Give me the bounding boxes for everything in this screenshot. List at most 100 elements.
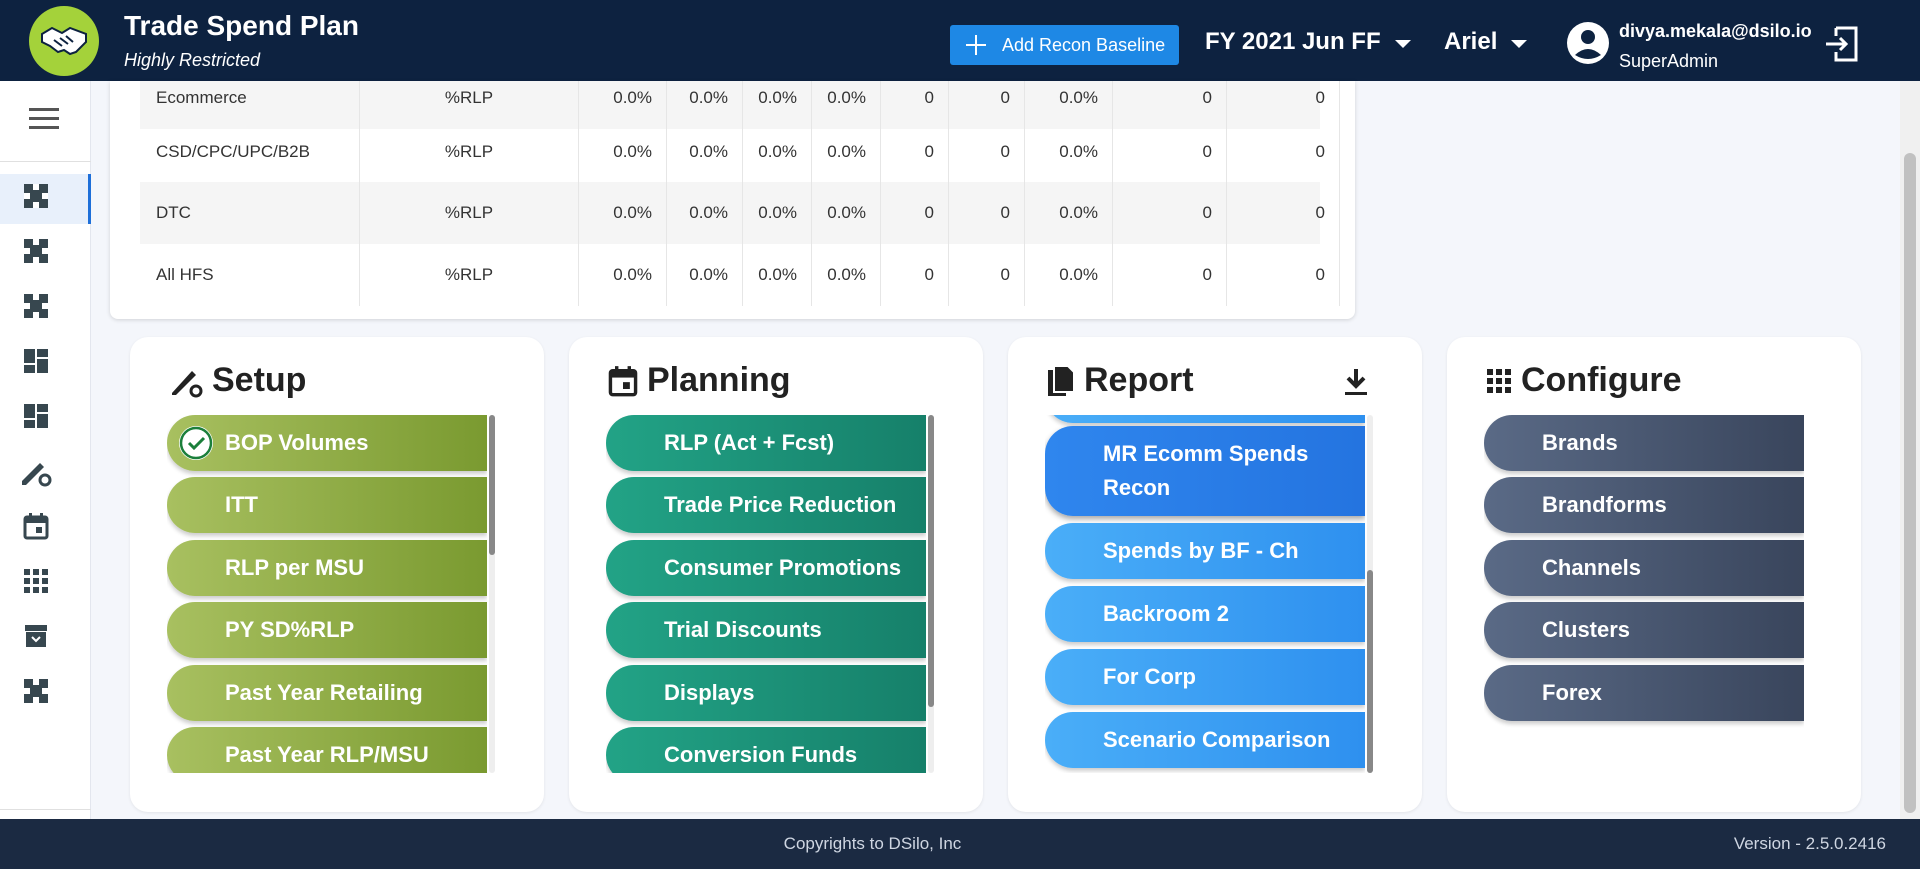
table-cell: 0.0% <box>812 244 881 306</box>
hamburger-menu-icon[interactable] <box>29 108 59 130</box>
handshake-logo-icon <box>29 6 99 76</box>
sidebar-item-layout-1[interactable] <box>20 345 52 377</box>
planning-item-4[interactable]: Displays <box>606 665 926 721</box>
table-cell: 0.0% <box>579 244 667 306</box>
sidebar-item-setup[interactable] <box>20 455 52 487</box>
setup-item-0[interactable]: BOP Volumes <box>167 415 487 471</box>
setup-scroll-thumb[interactable] <box>489 415 495 555</box>
report-item-0[interactable]: MR Ecomm Spends Recon <box>1045 426 1365 516</box>
sidebar-item-configure[interactable] <box>20 565 52 597</box>
planning-scrollbar[interactable] <box>928 415 934 773</box>
row-label: All HFS <box>140 244 360 306</box>
setup-item-label: RLP per MSU <box>225 555 364 580</box>
configure-item-label: Clusters <box>1542 617 1631 642</box>
table-cell: 0 <box>1227 244 1340 306</box>
sidebar-bottom-divider <box>0 809 91 810</box>
setup-title-text: Setup <box>212 361 307 399</box>
user-email: divya.mekala@dsilo.io <box>1619 21 1812 41</box>
setup-scrollbar[interactable] <box>489 415 495 773</box>
report-title-text: Report <box>1084 361 1194 399</box>
calendar-icon <box>608 365 638 396</box>
report-item-4[interactable]: Scenario Comparison <box>1045 712 1365 768</box>
table-cell: 0 <box>1227 121 1340 183</box>
table-row: Ecommerce %RLP 0.0% 0.0% 0.0% 0.0% 0 0 0.0% 0 0 <box>140 81 1340 129</box>
table-cell: 0.0% <box>1025 81 1113 129</box>
report-item-clipped[interactable] <box>1045 415 1365 423</box>
planning-title: Planning <box>607 361 791 400</box>
sidebar-item-dashboard-1[interactable] <box>20 180 52 212</box>
sidebar-item-dashboard-4[interactable] <box>20 675 52 707</box>
puzzle-icon <box>24 679 48 703</box>
configure-item-3[interactable]: Clusters <box>1484 602 1804 658</box>
configure-item-label: Channels <box>1542 555 1642 580</box>
table-cell: 0 <box>1113 182 1227 244</box>
setup-item-label: ITT <box>225 492 258 517</box>
report-item-3[interactable]: For Corp <box>1045 649 1365 705</box>
copyright-text: Copyrights to DSilo, Inc <box>783 834 962 853</box>
table-cell: 0.0% <box>812 121 881 183</box>
table-cell: 0.0% <box>1025 121 1113 183</box>
logout-icon[interactable] <box>1822 24 1862 64</box>
account-circle-icon[interactable] <box>1566 21 1610 65</box>
setup-pen-gear-icon <box>22 463 52 487</box>
report-item-2[interactable]: Backroom 2 <box>1045 586 1365 642</box>
planning-scroll-thumb[interactable] <box>928 415 934 707</box>
chevron-down-icon <box>1394 40 1411 48</box>
sidebar-item-layout-2[interactable] <box>20 400 52 432</box>
puzzle-icon <box>24 184 48 208</box>
table-cell: 0 <box>949 81 1025 129</box>
setup-item-2[interactable]: RLP per MSU <box>167 540 487 596</box>
configure-item-2[interactable]: Channels <box>1484 540 1804 596</box>
table-row: CSD/CPC/UPC/B2B %RLP 0.0% 0.0% 0.0% 0.0% 0 0 0.0… <box>140 121 1340 183</box>
add-recon-baseline-button[interactable]: Add Recon Baseline <box>950 25 1179 65</box>
configure-item-0[interactable]: Brands <box>1484 415 1804 471</box>
user-role: SuperAdmin <box>1619 51 1719 71</box>
sidebar-item-planning[interactable] <box>20 510 52 542</box>
page-scroll-thumb[interactable] <box>1904 153 1916 813</box>
setup-item-1[interactable]: ITT <box>167 477 487 533</box>
configure-title-text: Configure <box>1521 361 1682 399</box>
table-cell: 0.0% <box>743 121 812 183</box>
page-scrollbar[interactable] <box>1900 81 1920 819</box>
table-cell: 0 <box>881 121 949 183</box>
setup-card: Setup BOP Volumes ITT RLP per MSU PY SD%RLP… <box>130 337 544 812</box>
table-cell: 0.0% <box>812 81 881 129</box>
table-cell: 0.0% <box>667 182 743 244</box>
configure-list: Brands Brandforms Channels Clusters Forex <box>1484 415 1804 773</box>
configure-item-1[interactable]: Brandforms <box>1484 477 1804 533</box>
sidebar-item-dashboard-3[interactable] <box>20 290 52 322</box>
setup-item-5[interactable]: Past Year RLP/MSU <box>167 727 487 773</box>
planning-title-text: Planning <box>647 361 791 399</box>
planning-item-5[interactable]: Conversion Funds <box>606 727 926 773</box>
brand-dropdown[interactable]: Ariel <box>1444 28 1528 56</box>
setup-item-4[interactable]: Past Year Retailing <box>167 665 487 721</box>
row-label: CSD/CPC/UPC/B2B <box>140 121 360 183</box>
table-cell: 0.0% <box>667 244 743 306</box>
configure-item-label: Brandforms <box>1542 492 1667 517</box>
planning-item-2[interactable]: Consumer Promotions <box>606 540 926 596</box>
setup-title: Setup <box>168 361 306 400</box>
planning-list: RLP (Act + Fcst) Trade Price Reduction Con… <box>606 415 926 773</box>
apps-grid-icon <box>24 569 48 593</box>
sidebar <box>0 81 91 819</box>
table-cell: 0 <box>949 244 1025 306</box>
report-item-1[interactable]: Spends by BF - Ch <box>1045 523 1365 579</box>
planning-item-3[interactable]: Trial Discounts <box>606 602 926 658</box>
table-cell: 0.0% <box>743 182 812 244</box>
setup-item-label: PY SD%RLP <box>225 617 355 642</box>
sidebar-item-archive[interactable] <box>20 620 52 652</box>
sidebar-item-dashboard-2[interactable] <box>20 235 52 267</box>
planning-item-1[interactable]: Trade Price Reduction <box>606 477 926 533</box>
report-scrollbar[interactable] <box>1367 415 1373 773</box>
table-cell: 0.0% <box>579 121 667 183</box>
planning-item-0[interactable]: RLP (Act + Fcst) <box>606 415 926 471</box>
table-cell: 0 <box>1227 182 1340 244</box>
table-cell: 0 <box>1113 121 1227 183</box>
fiscal-year-dropdown[interactable]: FY 2021 Jun FF <box>1205 28 1411 56</box>
report-scroll-thumb[interactable] <box>1367 570 1373 773</box>
download-icon[interactable] <box>1342 367 1370 402</box>
table-cell: 0.0% <box>667 81 743 129</box>
setup-item-3[interactable]: PY SD%RLP <box>167 602 487 658</box>
configure-item-4[interactable]: Forex <box>1484 665 1804 721</box>
app-header: Trade Spend Plan Highly Restricted Add R… <box>0 0 1920 81</box>
